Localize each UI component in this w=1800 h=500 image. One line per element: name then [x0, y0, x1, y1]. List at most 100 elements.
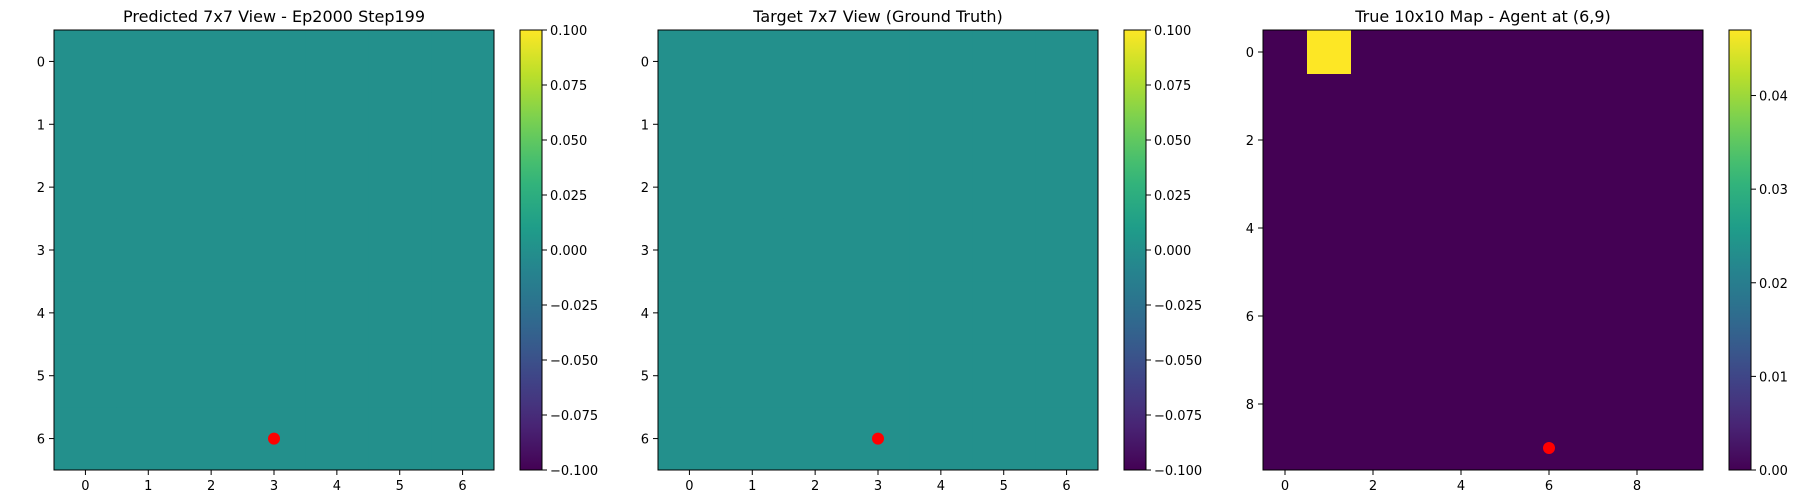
heatmap-cell [1035, 407, 1099, 471]
colorbar-tick-label: −0.100 [1154, 464, 1202, 479]
heatmap-cell [1615, 30, 1660, 75]
heatmap-cell [1527, 162, 1572, 207]
heatmap-cell [54, 155, 118, 220]
heatmap-cell [1527, 206, 1572, 251]
x-tick-label: 4 [937, 479, 945, 494]
heatmap-cell [431, 155, 495, 220]
heatmap-cell [1615, 338, 1660, 383]
y-tick-label: 6 [641, 433, 649, 448]
heatmap-cell [1615, 294, 1660, 339]
heatmap-cell [179, 30, 244, 94]
colorbar-tick-label: 0.04 [1759, 90, 1788, 105]
heatmap-cell [242, 218, 306, 282]
heatmap-cell [1035, 155, 1099, 220]
heatmap-cell [1571, 338, 1616, 383]
heatmap-cell [1263, 382, 1308, 427]
y-tick-label: 2 [1246, 134, 1254, 149]
heatmap-cell [1263, 118, 1308, 163]
heatmap-cell [368, 281, 432, 345]
heatmap-cell [305, 155, 369, 220]
agent-marker [268, 432, 280, 445]
heatmap-cell [1571, 162, 1616, 207]
colorbar-tick-label: 0.000 [550, 244, 587, 259]
y-tick-label: 6 [37, 433, 45, 448]
heatmap-cell [1527, 294, 1572, 339]
heatmap-cell [846, 30, 910, 94]
heatmap-cell [305, 407, 369, 471]
y-tick-label: 4 [37, 307, 45, 322]
heatmap-cell [846, 281, 910, 345]
heatmap-cell [179, 92, 244, 157]
heatmap-cell [846, 218, 910, 282]
colorbar-tick-label: 0.025 [550, 189, 587, 204]
heatmap-cell [368, 30, 432, 94]
heatmap-cell [431, 92, 495, 157]
heatmap-cell [1035, 281, 1099, 345]
colorbar [1728, 29, 1752, 471]
heatmap-cell [1351, 426, 1396, 471]
heatmap-cell [242, 30, 306, 94]
heatmap-cell [431, 281, 495, 345]
heatmap-cell [909, 281, 973, 345]
y-tick-label: 0 [1246, 46, 1254, 61]
heatmap-cell [1659, 250, 1704, 295]
heatmap-cell [431, 218, 495, 282]
heatmap-cell [1439, 74, 1484, 119]
heatmap-cell [1615, 74, 1660, 119]
heatmap-cell [305, 92, 369, 157]
heatmap-cell [909, 30, 973, 94]
y-tick-label: 0 [37, 55, 45, 70]
y-tick-label: 3 [641, 244, 649, 259]
heatmap-cell [658, 92, 722, 157]
agent-marker [872, 432, 884, 445]
heatmap-cell [54, 92, 118, 157]
heatmap-cell [720, 218, 785, 282]
heatmap-cell [1571, 74, 1616, 119]
colorbar-tick-label: 0.025 [1154, 189, 1191, 204]
heatmap-cell [1659, 118, 1704, 163]
y-tick-label: 1 [641, 118, 649, 133]
colorbar-tick-label: 0.075 [550, 79, 587, 94]
heatmap-cell [909, 155, 973, 220]
y-tick-label: 2 [641, 181, 649, 196]
heatmap-cell [1395, 162, 1440, 207]
colorbar-tick-label: −0.025 [1154, 299, 1202, 314]
y-tick-label: 4 [1246, 222, 1254, 237]
heatmap-cell [1527, 118, 1572, 163]
colorbar [519, 29, 543, 471]
heatmap-cell [1307, 30, 1352, 75]
heatmap-cell [368, 344, 432, 408]
colorbar-tick-label: 0.050 [1154, 134, 1191, 149]
y-tick-label: 2 [37, 181, 45, 196]
colorbar-tick-label: 0.050 [550, 134, 587, 149]
heatmap-cell [1035, 92, 1099, 157]
heatmap-cell [1307, 206, 1352, 251]
heatmap-cell [783, 344, 848, 408]
heatmap-cell [1483, 382, 1528, 427]
heatmap-cell [1395, 118, 1440, 163]
colorbar-tick-label: 0.100 [1154, 24, 1191, 39]
heatmap-cell [1571, 426, 1616, 471]
colorbar-tick-label: 0.02 [1759, 277, 1788, 292]
heatmap-cell [1351, 30, 1396, 75]
heatmap-cell [783, 281, 848, 345]
heatmap-cell [1659, 162, 1704, 207]
heatmap-cell [783, 155, 848, 220]
heatmap-cell [305, 344, 369, 408]
heatmap-cell [116, 92, 181, 157]
colorbar-tick-label: −0.025 [550, 299, 598, 314]
heatmap-cell [1439, 382, 1484, 427]
heatmap-cell [1659, 74, 1704, 119]
y-tick-label: 8 [1246, 398, 1254, 413]
heatmap-cell [1571, 250, 1616, 295]
heatmap-cell [1527, 250, 1572, 295]
heatmap-cell [720, 30, 785, 94]
heatmap-cell [1263, 294, 1308, 339]
heatmap-cell [431, 30, 495, 94]
heatmap-cell [1483, 118, 1528, 163]
heatmap-cell [305, 218, 369, 282]
colorbar-tick-label: −0.075 [550, 409, 598, 424]
heatmap-cell [1659, 30, 1704, 75]
heatmap-cell [1439, 118, 1484, 163]
